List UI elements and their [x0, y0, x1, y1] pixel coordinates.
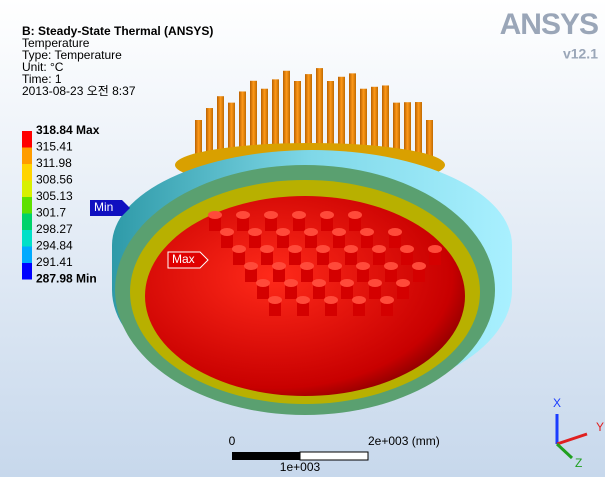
scale-black [232, 452, 300, 460]
bump-top [332, 228, 346, 236]
bump-top [360, 228, 374, 236]
bump-top [324, 296, 338, 304]
legend-swatch [22, 247, 32, 264]
bump-top [284, 279, 298, 287]
bump-top [264, 211, 278, 219]
legend-swatch [22, 181, 32, 198]
bump-top [248, 228, 262, 236]
bump-top [220, 228, 234, 236]
legend-swatch [22, 230, 32, 247]
legend-swatch [22, 148, 32, 165]
viewport: B: Steady-State Thermal (ANSYS)Temperatu… [0, 0, 605, 477]
bump-top [208, 211, 222, 219]
legend-swatch [22, 263, 32, 280]
legend-swatch [22, 131, 32, 148]
scale-mid: 1e+003 [280, 460, 321, 474]
bump-top [268, 296, 282, 304]
axis-z-label: Z [575, 456, 582, 470]
legend-label: 308.56 [36, 173, 73, 187]
bump-top [260, 245, 274, 253]
legend-swatch [22, 197, 32, 214]
legend-label: 287.98 Min [36, 272, 97, 286]
axis-y-label: Y [596, 420, 604, 434]
bump-top [236, 211, 250, 219]
bump-top [352, 296, 366, 304]
axis-x-label: X [553, 396, 561, 410]
bump-top [272, 262, 286, 270]
bump-top [412, 262, 426, 270]
legend-label: 311.98 [36, 156, 72, 170]
bump-top [372, 245, 386, 253]
min-label: Min [94, 200, 113, 214]
bump-top [384, 262, 398, 270]
bump-top [312, 279, 326, 287]
bump-top [320, 211, 334, 219]
legend-label: 315.41 [36, 140, 73, 154]
bump-top [328, 262, 342, 270]
bump-top [300, 262, 314, 270]
legend-label: 305.13 [36, 189, 73, 203]
legend-swatch [22, 214, 32, 231]
legend-label: 298.27 [36, 222, 73, 236]
logo-version: v12.1 [563, 46, 598, 62]
scale-start: 0 [229, 434, 236, 448]
legend-swatch [22, 164, 32, 181]
legend-label: 301.7 [36, 206, 66, 220]
legend-label: 318.84 Max [36, 123, 100, 137]
legend-label: 291.41 [36, 255, 73, 269]
bump-top [288, 245, 302, 253]
bump-top [340, 279, 354, 287]
bump-top [396, 279, 410, 287]
bump-top [348, 211, 362, 219]
legend-label: 294.84 [36, 239, 73, 253]
scale-end: 2e+003 (mm) [368, 434, 440, 448]
bump-top [344, 245, 358, 253]
bump-top [292, 211, 306, 219]
bump-top [356, 262, 370, 270]
bump-top [380, 296, 394, 304]
bump-top [276, 228, 290, 236]
logo-brand: ANSYS [500, 8, 598, 41]
bump-top [232, 245, 246, 253]
bump-top [244, 262, 258, 270]
bump-top [368, 279, 382, 287]
bump-top [316, 245, 330, 253]
bump-top [256, 279, 270, 287]
header-line: 2013-08-23 오전 8:37 [22, 84, 136, 98]
bump-top [400, 245, 414, 253]
max-label: Max [172, 252, 195, 266]
bump-top [428, 245, 442, 253]
bump-top [304, 228, 318, 236]
scale-white [300, 452, 368, 460]
bump-top [388, 228, 402, 236]
bump-top [296, 296, 310, 304]
